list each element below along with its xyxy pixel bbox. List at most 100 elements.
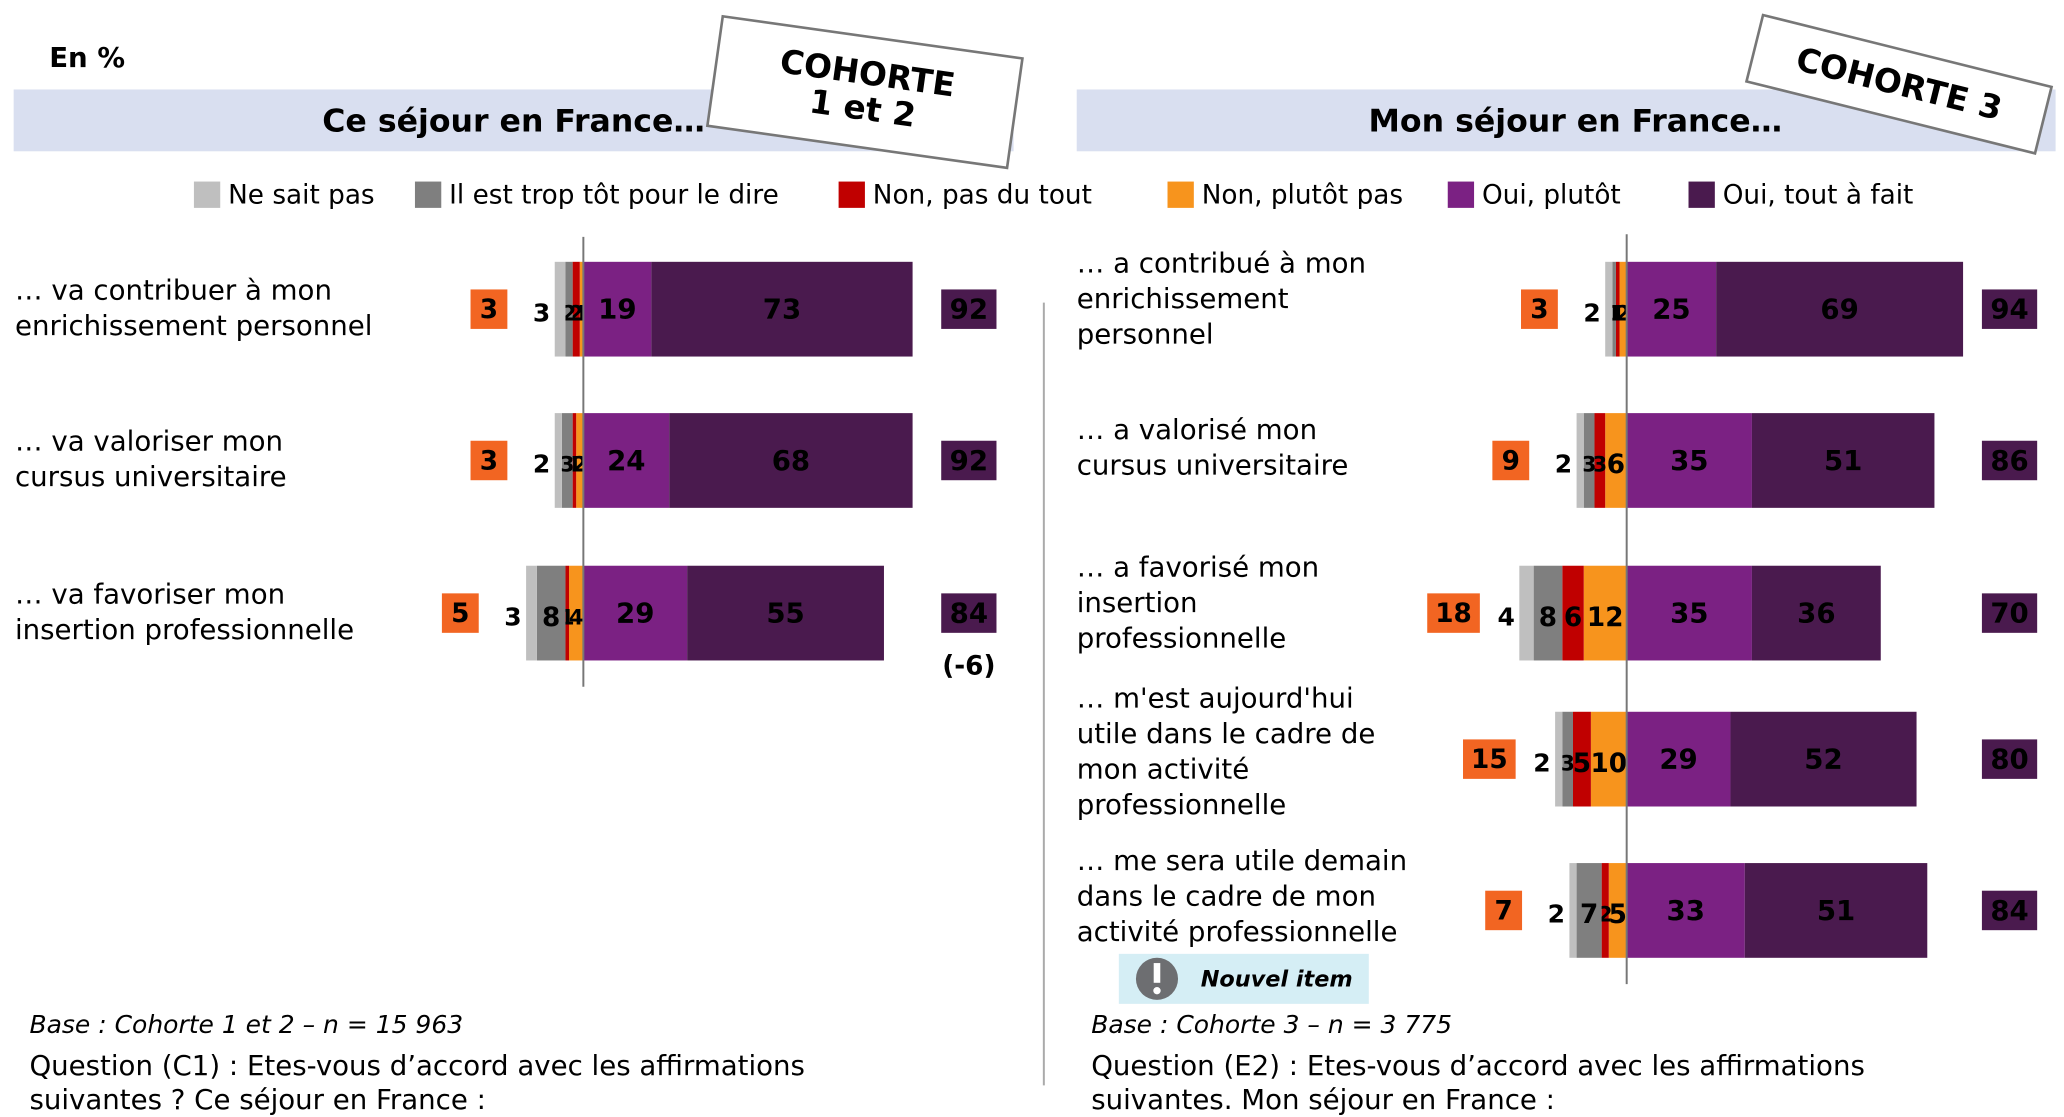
legend-swatch [1688,181,1715,208]
legend-label: Non, pas du tout [873,181,1092,211]
negative-total: 3 [480,446,498,476]
legend-swatch [1167,181,1194,208]
negative-total-box [1463,739,1516,779]
segment-label: 3 [504,602,521,631]
negative-total-box [470,440,508,481]
bar-segment [565,261,573,357]
base-note: Base : Cohorte 1 et 2 – n = 15 963 [29,1010,463,1039]
segment-label: 5 [1573,749,1591,779]
negative-total: 9 [1502,446,1520,476]
bar-segment [1730,711,1917,807]
bar-segment [1573,711,1591,807]
segment-label: 52 [1804,742,1842,775]
negative-total-box [1492,440,1530,481]
bar-segment [1555,711,1563,807]
segment-label: 3 [1593,452,1608,477]
bar-segment [1626,863,1745,958]
legend-swatch [414,181,442,208]
question: Question (E2) : Etes-vous d’accord avec … [1091,1049,1865,1116]
panel-title: Ce séjour en France… [322,103,705,139]
category-label: … a contribué à mon enrichissement personn… [1077,246,1366,350]
bar-segment [572,261,580,357]
bar-segment [554,261,566,357]
segment-label: 12 [1587,603,1624,633]
segment-label: 55 [766,596,804,629]
segment-label: 29 [1659,742,1697,775]
segment-label: 2 [1533,748,1550,777]
bar-segment [1605,261,1613,357]
bar-segment [572,413,577,508]
segment-label: 4 [569,604,584,629]
segment-label: 3 [560,452,575,477]
positive-total-box [941,593,997,633]
negative-total-box [441,593,479,633]
bar-segment [1605,413,1627,508]
segment-label: 6 [1607,450,1625,480]
category-label: … a valorisé mon cursus universitaire [1077,413,1349,482]
segment-label: 2 [1583,298,1600,327]
bar-segment [1562,711,1574,807]
bar-segment [687,565,884,661]
positive-total: 70 [1990,596,2028,629]
segment-label: 2 [1555,450,1572,479]
positive-total: 92 [950,292,988,325]
negative-total-box [470,289,508,329]
question: Question (C1) : Etes-vous d’accord avec … [29,1049,804,1116]
base-note: Base : Cohorte 3 – n = 3 775 [1091,1010,1452,1039]
segment-label: 35 [1670,444,1708,477]
bar-segment [1562,565,1584,661]
bar-segment [565,565,570,661]
category-label: … a favorisé mon insertion professionnelle [1077,550,1319,654]
negative-total-box [1521,289,1558,329]
bar-segment [1583,413,1595,508]
segment-label: 2 [533,450,550,479]
negative-total: 18 [1435,599,1472,629]
legend-swatch [1447,181,1475,208]
legend-swatch [838,181,865,208]
segment-label: 51 [1824,444,1862,477]
bar-segment [1601,863,1609,958]
positive-total-box [1981,289,2038,329]
positive-total-box [1981,890,2038,931]
positive-total: 86 [1990,444,2028,477]
segment-label: 3 [533,298,550,327]
bar-segment [1744,863,1928,958]
positive-total-box [941,440,997,481]
bar-segment [576,413,584,508]
segment-label: 51 [1817,894,1855,927]
bar-segment [1751,413,1935,508]
positive-total: 92 [950,444,988,477]
positive-total: 94 [1990,292,2028,325]
bar-segment [554,413,562,508]
bar-segment [1626,711,1731,807]
segment-label: 73 [763,292,801,325]
stamp: COHORTE1 et 2 [705,14,1024,170]
bar-segment [1533,565,1563,661]
negative-total: 3 [1530,295,1548,325]
bar-segment [1576,863,1602,958]
legend-label: Il est trop tôt pour le dire [449,181,779,211]
segment-label: 5 [1609,900,1627,930]
segment-label: 25 [1652,292,1690,325]
negative-total: 3 [480,295,498,325]
bar-segment [583,565,688,661]
bar-segment [1615,261,1620,357]
negative-total-box [1427,593,1480,633]
segment-label: 36 [1797,596,1835,629]
legend-swatch [193,181,221,208]
bar-segment [1576,413,1584,508]
positive-total-box [1981,739,2038,779]
category-label: … va valoriser mon cursus universitaire [15,425,287,494]
bar-segment [561,413,573,508]
category-label: … va favoriser mon insertion professionne… [15,577,354,646]
bar-segment [1608,863,1627,958]
positive-total: 84 [1990,894,2028,927]
badge-text: Nouvel item [1201,967,1353,993]
segment-label: 2 [1548,900,1565,929]
positive-total: 84 [950,596,988,629]
panel-title: Mon séjour en France… [1369,103,1783,139]
segment-label: 7 [1580,900,1598,930]
bar-segment [1716,261,1964,357]
segment-label: 35 [1670,596,1708,629]
